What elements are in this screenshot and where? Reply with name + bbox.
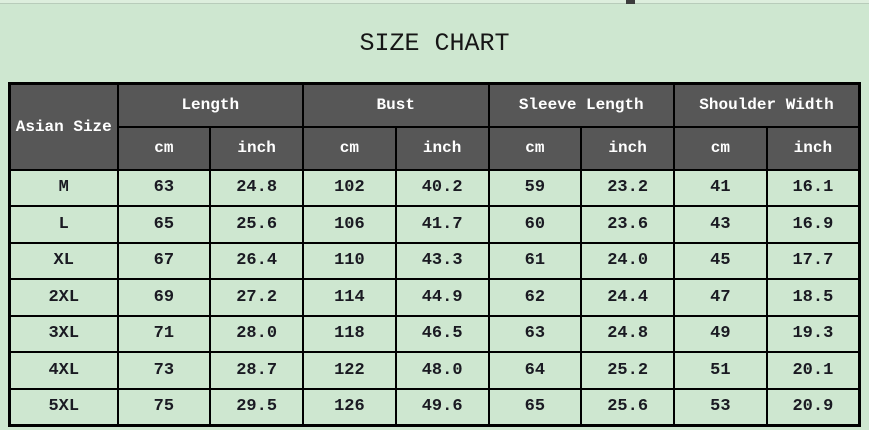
value-cell: 53 (673, 387, 768, 426)
value-cell: 17.7 (765, 241, 861, 280)
size-cell: 2XL (8, 278, 119, 317)
unit-bust-inch: inch (394, 125, 490, 171)
screenshot-top-edge-artifact (0, 0, 869, 4)
value-cell: 48.0 (394, 351, 490, 390)
table-row: M 63 24.8 102 40.2 59 23.2 41 16.1 (8, 168, 861, 207)
value-cell: 46.5 (394, 314, 490, 353)
unit-sleeve-inch: inch (580, 125, 675, 171)
value-cell: 29.5 (209, 387, 304, 426)
header-group-row: Asian Size Length Bust Sleeve Length Sho… (8, 82, 861, 171)
value-cell: 43.3 (394, 241, 490, 280)
size-cell: 3XL (8, 314, 119, 353)
header-shoulder-width: Shoulder Width (673, 82, 861, 128)
value-cell: 49 (673, 314, 768, 353)
value-cell: 60 (487, 205, 583, 244)
unit-sleeve-cm: cm (487, 125, 583, 171)
table-row: 5XL 75 29.5 126 49.6 65 25.6 53 20.9 (8, 387, 861, 426)
value-cell: 64 (487, 351, 583, 390)
size-cell: L (8, 205, 119, 244)
value-cell: 110 (302, 241, 397, 280)
value-cell: 47 (673, 278, 768, 317)
value-cell: 71 (116, 314, 212, 353)
size-cell: XL (8, 241, 119, 280)
value-cell: 18.5 (765, 278, 861, 317)
value-cell: 102 (302, 168, 397, 207)
table-row: 2XL 69 27.2 114 44.9 62 24.4 47 18.5 (8, 278, 861, 317)
value-cell: 63 (116, 168, 212, 207)
cutoff-text-artifact (626, 0, 635, 4)
value-cell: 51 (673, 351, 768, 390)
value-cell: 28.7 (209, 351, 304, 390)
value-cell: 61 (487, 241, 583, 280)
unit-bust-cm: cm (302, 125, 397, 171)
header-asian-size: Asian Size (8, 82, 119, 171)
header-bust: Bust (302, 82, 490, 128)
value-cell: 28.0 (209, 314, 304, 353)
value-cell: 25.6 (580, 387, 675, 426)
table-body: M 63 24.8 102 40.2 59 23.2 41 16.1 L 65 … (8, 168, 861, 426)
size-chart-table: Asian Size Length Bust Sleeve Length Sho… (8, 82, 861, 427)
size-cell: 5XL (8, 387, 119, 426)
value-cell: 75 (116, 387, 212, 426)
value-cell: 67 (116, 241, 212, 280)
value-cell: 65 (487, 387, 583, 426)
table-row: 4XL 73 28.7 122 48.0 64 25.2 51 20.1 (8, 351, 861, 390)
value-cell: 69 (116, 278, 212, 317)
value-cell: 23.6 (580, 205, 675, 244)
unit-length-cm: cm (116, 125, 212, 171)
size-cell: 4XL (8, 351, 119, 390)
table-row: XL 67 26.4 110 43.3 61 24.0 45 17.7 (8, 241, 861, 280)
value-cell: 49.6 (394, 387, 490, 426)
value-cell: 65 (116, 205, 212, 244)
table-row: L 65 25.6 106 41.7 60 23.6 43 16.9 (8, 205, 861, 244)
header-length: Length (116, 82, 304, 128)
value-cell: 114 (302, 278, 397, 317)
header-sleeve-length: Sleeve Length (487, 82, 675, 128)
value-cell: 40.2 (394, 168, 490, 207)
value-cell: 20.1 (765, 351, 861, 390)
unit-shoulder-inch: inch (765, 125, 861, 171)
value-cell: 27.2 (209, 278, 304, 317)
value-cell: 16.9 (765, 205, 861, 244)
value-cell: 26.4 (209, 241, 304, 280)
value-cell: 73 (116, 351, 212, 390)
value-cell: 122 (302, 351, 397, 390)
value-cell: 24.8 (580, 314, 675, 353)
value-cell: 118 (302, 314, 397, 353)
value-cell: 19.3 (765, 314, 861, 353)
value-cell: 25.6 (209, 205, 304, 244)
value-cell: 20.9 (765, 387, 861, 426)
value-cell: 62 (487, 278, 583, 317)
value-cell: 41 (673, 168, 768, 207)
value-cell: 23.2 (580, 168, 675, 207)
header-unit-row: cm inch cm inch cm inch cm inch (10, 125, 861, 171)
value-cell: 59 (487, 168, 583, 207)
value-cell: 43 (673, 205, 768, 244)
value-cell: 24.0 (580, 241, 675, 280)
value-cell: 24.8 (209, 168, 304, 207)
value-cell: 126 (302, 387, 397, 426)
table-row: 3XL 71 28.0 118 46.5 63 24.8 49 19.3 (8, 314, 861, 353)
unit-shoulder-cm: cm (673, 125, 768, 171)
size-cell: M (8, 168, 119, 207)
table-header: Asian Size Length Bust Sleeve Length Sho… (8, 82, 861, 171)
value-cell: 45 (673, 241, 768, 280)
unit-length-inch: inch (209, 125, 304, 171)
value-cell: 24.4 (580, 278, 675, 317)
value-cell: 63 (487, 314, 583, 353)
value-cell: 16.1 (765, 168, 861, 207)
value-cell: 44.9 (394, 278, 490, 317)
value-cell: 41.7 (394, 205, 490, 244)
value-cell: 106 (302, 205, 397, 244)
page-title: SIZE CHART (359, 28, 510, 58)
value-cell: 25.2 (580, 351, 675, 390)
